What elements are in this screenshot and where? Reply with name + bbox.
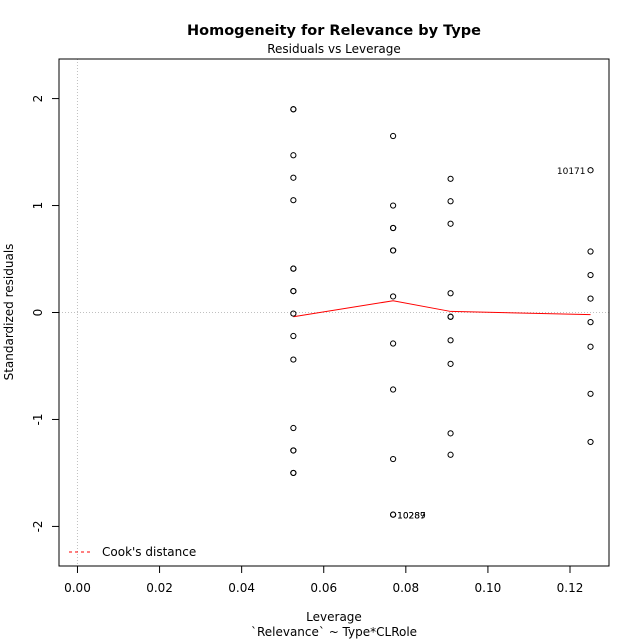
legend: Cook's distance	[69, 545, 196, 559]
data-point	[390, 224, 397, 232]
data-point	[290, 197, 297, 204]
data-point	[390, 293, 397, 300]
data-point	[587, 271, 594, 279]
y-axis: -2 -1 0 1 2	[31, 95, 60, 532]
x-tick-label: 0.06	[310, 581, 337, 595]
y-tick-label: 0	[31, 309, 45, 317]
x-axis: 0.00 0.02 0.04 0.06 0.08 0.10 0.12	[64, 565, 584, 595]
data-point	[290, 106, 297, 113]
x-tick-label: 0.08	[392, 581, 419, 595]
data-point	[587, 167, 594, 174]
data-point	[447, 360, 454, 367]
chart-subtitle: Residuals vs Leverage	[267, 42, 401, 56]
x-tick-label: 0.02	[146, 581, 173, 595]
data-point	[390, 340, 397, 347]
y-axis-label: Standardized residuals	[2, 244, 16, 381]
x-tick-label: 0.10	[475, 581, 502, 595]
data-point	[290, 332, 297, 340]
data-point	[587, 438, 594, 446]
point-label: 10289	[397, 512, 426, 522]
data-point	[390, 455, 397, 463]
data-point	[390, 247, 397, 254]
reference-lines	[59, 59, 609, 566]
data-point	[447, 220, 454, 227]
data-point	[290, 424, 297, 432]
plot-frame	[58, 58, 610, 567]
data-point	[447, 430, 454, 437]
data-point	[290, 310, 297, 317]
data-point	[290, 288, 297, 295]
y-tick-label: 1	[31, 202, 45, 210]
data-point	[390, 202, 397, 209]
data-point	[587, 295, 594, 302]
y-tick-label: -2	[31, 520, 45, 532]
x-tick-label: 0.04	[228, 581, 255, 595]
x-axis-formula: `Relevance` ~ Type*CLRole	[251, 625, 417, 639]
data-point	[447, 313, 454, 320]
data-point	[447, 290, 454, 297]
data-point	[587, 248, 594, 255]
data-point	[447, 337, 454, 344]
data-point	[290, 447, 297, 454]
point-label: 10171	[557, 167, 586, 177]
x-tick-label: 0.12	[557, 581, 584, 595]
data-point	[390, 132, 397, 140]
x-axis-label: Leverage	[306, 610, 362, 624]
smoother-layer	[293, 300, 591, 318]
points-layer	[290, 106, 594, 518]
point-label: 10287	[397, 512, 426, 522]
data-point	[290, 356, 297, 363]
data-point	[447, 198, 454, 205]
y-tick-label: 2	[31, 95, 45, 103]
legend-cooks-distance-label: Cook's distance	[102, 545, 196, 559]
x-tick-label: 0.00	[64, 581, 91, 595]
data-point	[290, 174, 297, 181]
data-point	[447, 451, 454, 458]
chart-title: Homogeneity for Relevance by Type	[187, 23, 481, 39]
smoother-line	[293, 300, 591, 318]
data-point	[447, 175, 454, 182]
data-point	[390, 511, 397, 518]
data-point	[290, 152, 297, 159]
y-tick-label: -1	[31, 413, 45, 425]
data-point	[290, 469, 297, 477]
data-point	[390, 386, 397, 393]
data-point	[290, 265, 297, 272]
data-point	[587, 319, 594, 326]
data-point	[587, 343, 594, 350]
data-point	[587, 390, 594, 397]
